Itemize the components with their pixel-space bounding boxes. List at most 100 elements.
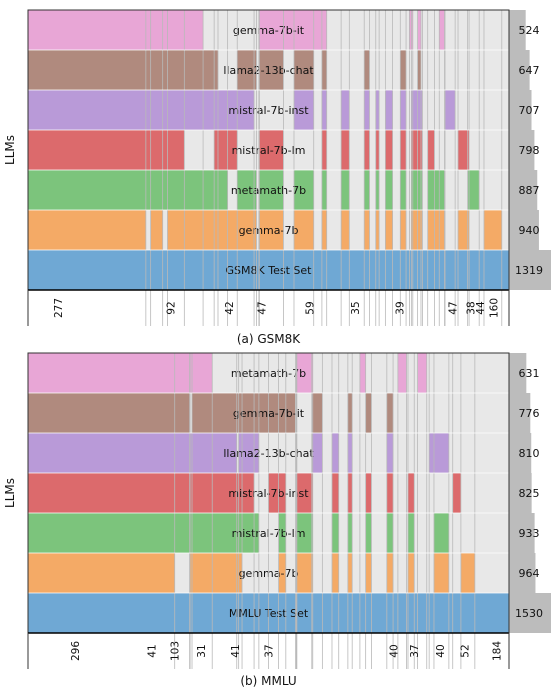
count-bar [509, 210, 539, 250]
coverage-segment [321, 90, 327, 130]
row-count: 631 [519, 367, 540, 380]
coverage-segment [375, 130, 380, 170]
coverage-segment [411, 170, 423, 210]
count-bar [509, 473, 532, 513]
coverage-segment [429, 433, 449, 473]
count-bar [509, 513, 535, 553]
coverage-segment [311, 393, 323, 433]
coverage-segment [445, 90, 456, 130]
coverage-segment [407, 553, 415, 593]
coverage-segment [278, 553, 286, 593]
count-bar [509, 50, 530, 90]
coverage-segment [386, 553, 394, 593]
coverage-segment [386, 433, 394, 473]
intersection-size-label: 40 [389, 644, 401, 657]
coverage-segment [427, 130, 435, 170]
coverage-segment [214, 130, 238, 170]
coverage-segment [427, 170, 445, 210]
row-count: 810 [519, 447, 540, 460]
row-count: 647 [519, 64, 540, 77]
coverage-segment [259, 10, 327, 50]
coverage-segment [397, 353, 407, 393]
coverage-segment [28, 170, 228, 210]
reference-count: 1319 [515, 264, 543, 277]
coverage-segment [439, 10, 445, 50]
coverage-segment [364, 210, 370, 250]
coverage-segment [268, 473, 286, 513]
coverage-segment [331, 433, 339, 473]
row-gemma-7b: gemma-7b 964 [28, 553, 540, 593]
reference-row: GSM8K Test Set 1319 [28, 250, 551, 290]
coverage-segment [364, 130, 370, 170]
row-label: gemma-7b-it [233, 24, 305, 37]
intersection-size-label: 47 [448, 301, 460, 314]
intersection-size-label: 160 [489, 298, 501, 318]
coverage-segment [28, 130, 185, 170]
panel-caption: (b) MMLU [240, 674, 296, 688]
coverage-segment [259, 210, 284, 250]
y-axis-label: LLMs [3, 478, 17, 508]
panel-1: gemma-7b-it 524 llama2-13b-chat 647 mistral-… [3, 9, 551, 346]
coverage-segment [293, 50, 314, 90]
coverage-segment [259, 50, 284, 90]
coverage-segment [411, 210, 423, 250]
coverage-segment [364, 170, 370, 210]
coverage-segment [296, 513, 313, 553]
coverage-segment [417, 50, 421, 90]
row-gemma-7b-it: gemma-7b-it 776 [28, 393, 540, 433]
row-count: 887 [519, 184, 540, 197]
coverage-segment [347, 513, 353, 553]
row-mistral-7b-lm: mistral-7b-lm 798 [28, 130, 540, 170]
coverage-segment [347, 433, 353, 473]
intersection-size-label: 42 [224, 301, 236, 314]
count-bar [509, 170, 538, 210]
intersection-size-label: 184 [491, 641, 503, 661]
coverage-segment [400, 90, 407, 130]
coverage-segment [483, 210, 502, 250]
coverage-segment [364, 90, 370, 130]
coverage-segment [364, 50, 370, 90]
intersection-size-label: 40 [435, 644, 447, 657]
coverage-segment [258, 130, 284, 170]
coverage-segment [427, 210, 445, 250]
coverage-segment [347, 393, 353, 433]
reference-label: GSM8K Test Set [226, 264, 313, 277]
coverage-segment [375, 170, 380, 210]
coverage-segment [321, 210, 327, 250]
row-label: mistral-7b-inst [228, 104, 309, 117]
row-gemma-7b-it: gemma-7b-it 524 [28, 10, 540, 50]
coverage-segment [341, 90, 350, 130]
intersection-size-label: 44 [475, 301, 487, 315]
coverage-segment [417, 10, 421, 50]
row-count: 798 [519, 144, 540, 157]
coverage-segment [365, 513, 372, 553]
coverage-segment [28, 90, 255, 130]
coverage-segment [296, 553, 313, 593]
coverage-segment [341, 210, 350, 250]
row-count: 940 [519, 224, 540, 237]
coverage-segment [28, 553, 175, 593]
coverage-segment [331, 513, 339, 553]
row-mistral-7b-lm: mistral-7b-lm 933 [28, 513, 540, 553]
reference-count: 1530 [515, 607, 543, 620]
coverage-segment [460, 553, 475, 593]
coverage-segment [375, 90, 380, 130]
count-bar [509, 553, 536, 593]
reference-count-bar [509, 250, 551, 290]
reference-bar [28, 250, 509, 290]
count-bar [509, 130, 535, 170]
coverage-segment [400, 130, 407, 170]
coverage-segment [458, 130, 470, 170]
coverage-segment [190, 553, 243, 593]
intersection-size-label: 35 [350, 301, 362, 314]
coverage-segment [365, 473, 372, 513]
coverage-segment [150, 210, 163, 250]
coverage-segment [359, 353, 366, 393]
coverage-segment [237, 50, 257, 90]
coverage-segment [237, 170, 257, 210]
row-count: 964 [519, 567, 540, 580]
coverage-segment [293, 90, 314, 130]
coverage-segment [400, 210, 407, 250]
coverage-segment [433, 553, 449, 593]
